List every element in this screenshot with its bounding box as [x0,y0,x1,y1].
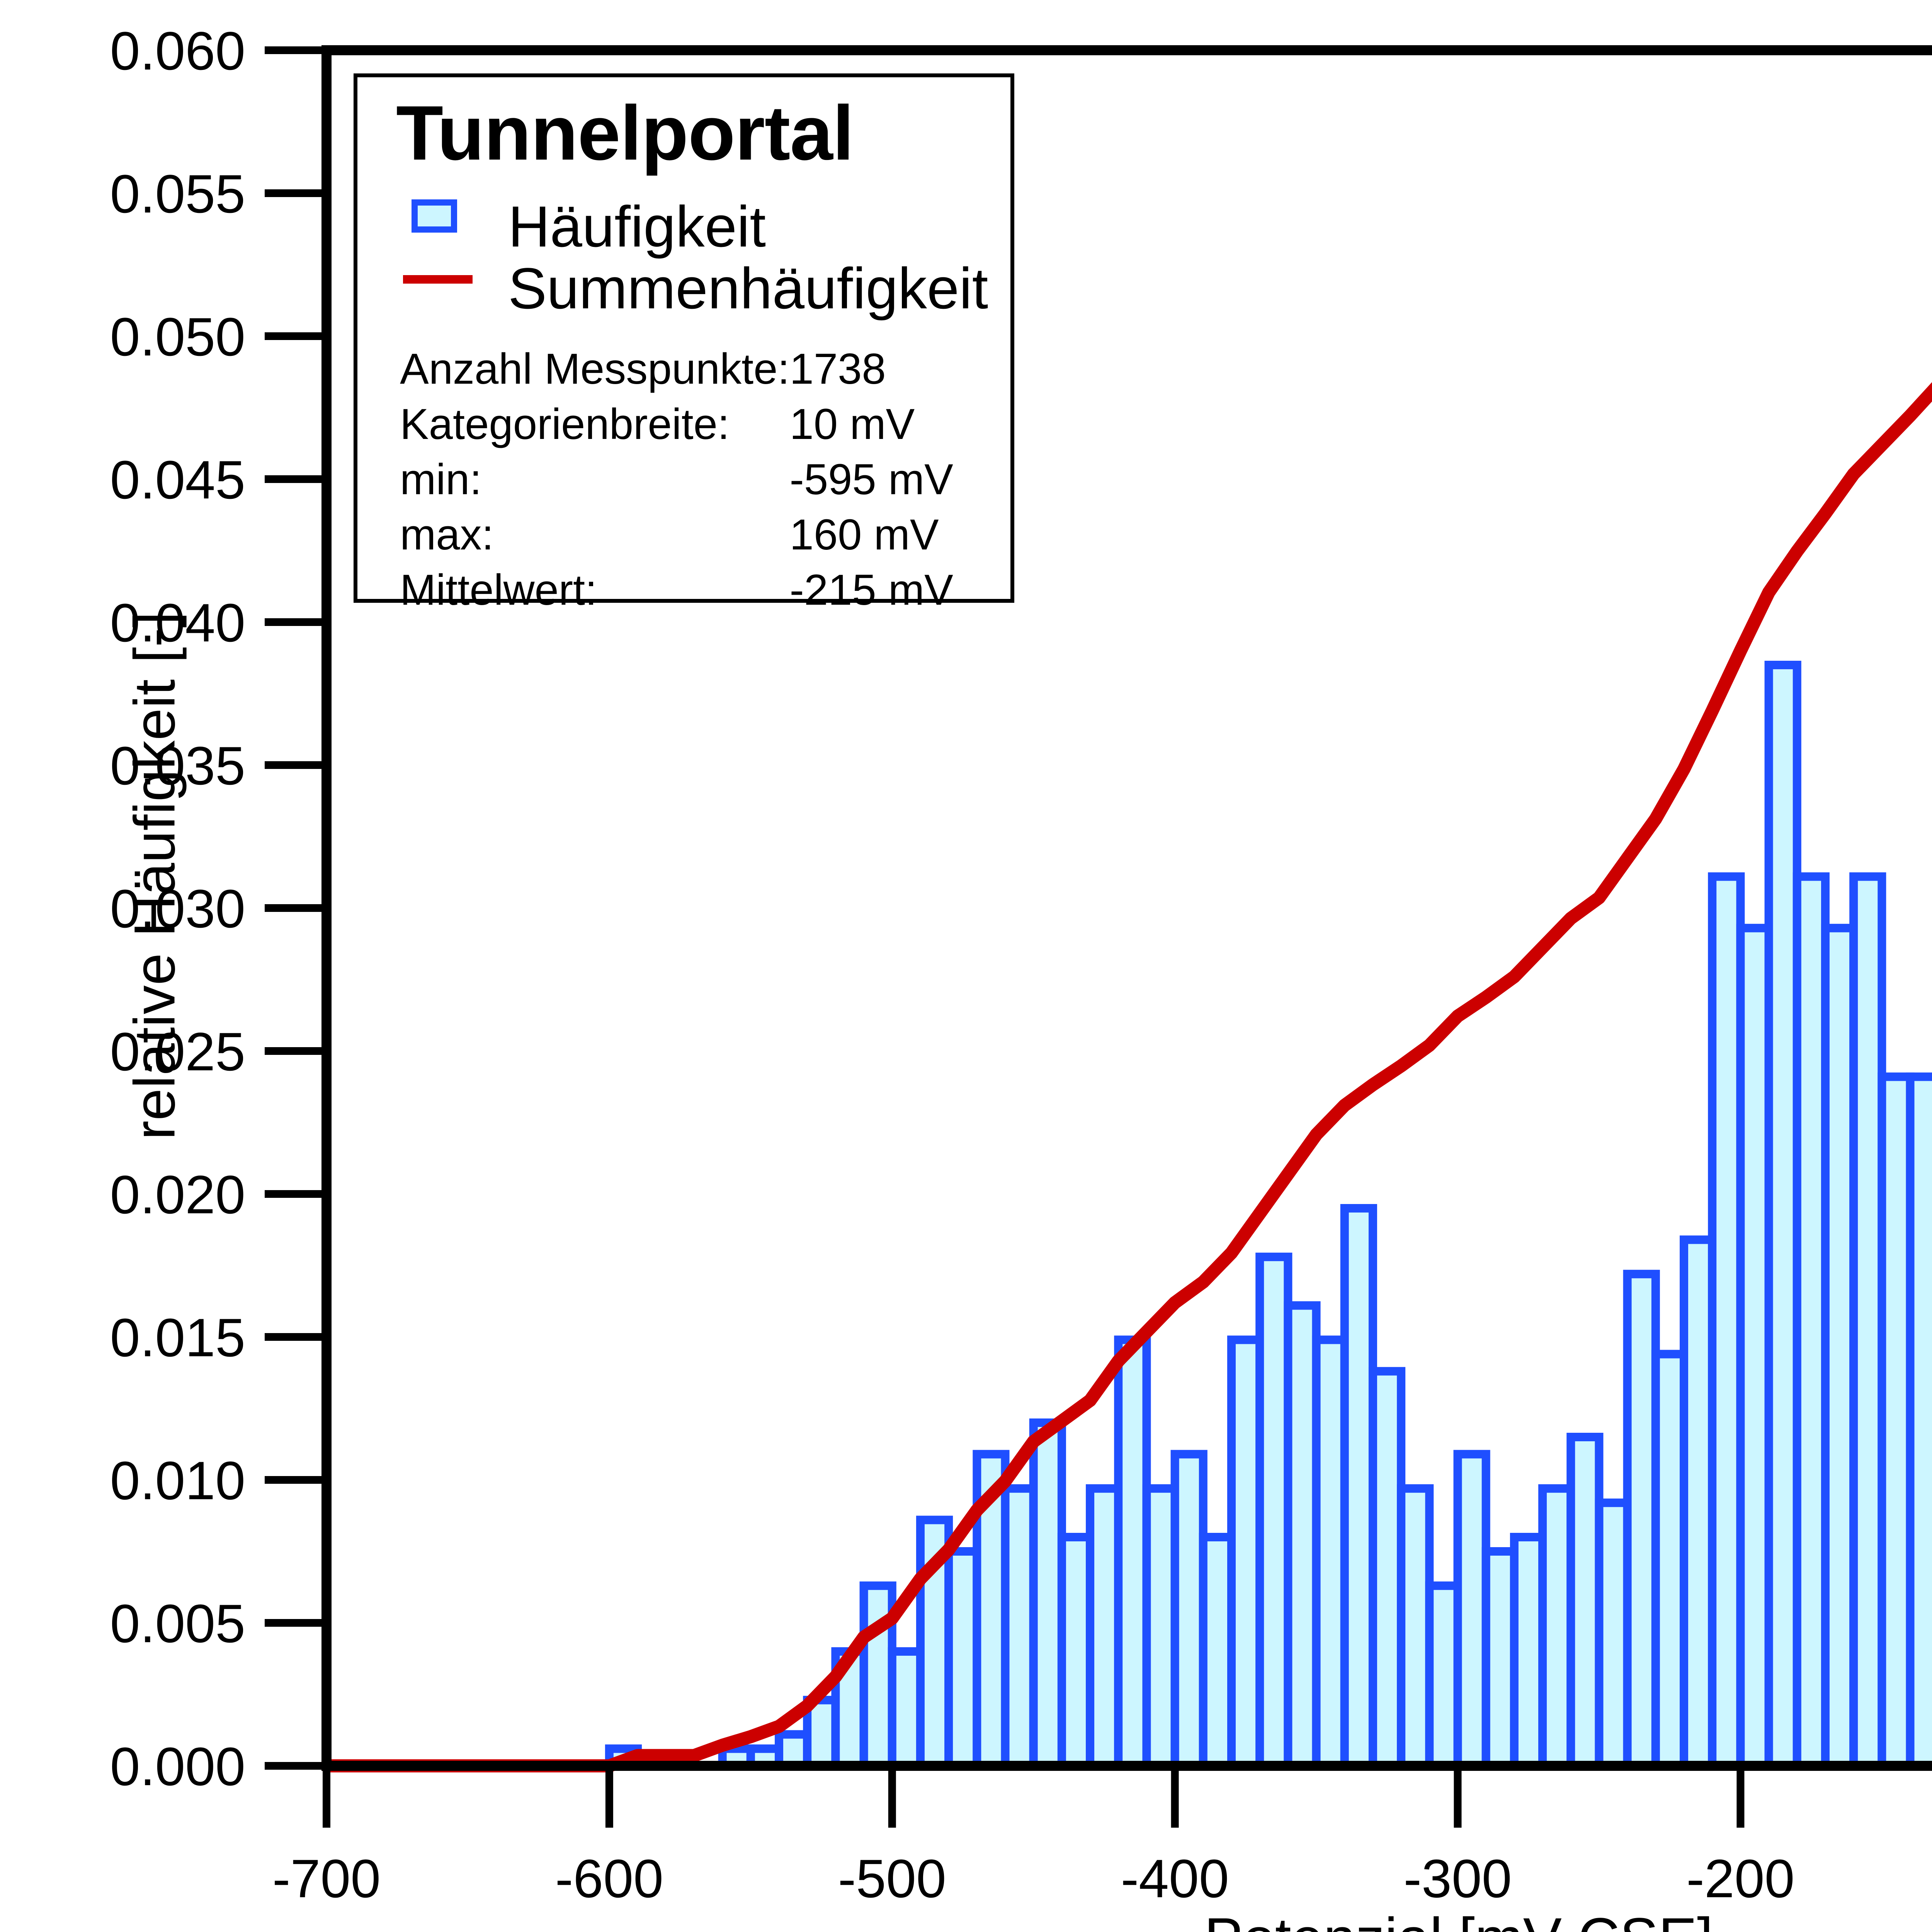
tick-label: 0.020 [110,1164,245,1225]
stat-value: 10 mV [789,400,915,448]
x-axis-label: Potenzial [mV CSE] [327,1905,1932,1932]
stat-key: max: [400,510,494,559]
stat-row: max: 160 mV [400,510,953,565]
y-axis-left-label: relative Häufigkeit [-] [122,611,187,1140]
legend-title: Tunnelportal [396,90,854,176]
tick-label: -400 [1121,1848,1229,1909]
stat-row: min: -595 mV [400,454,953,510]
axis-line [321,45,332,1771]
stat-value: -595 mV [789,455,953,503]
legend-entry-label: Summenhäufigkeit [508,256,988,321]
legend-entry-label: Häufigkeit [508,194,766,259]
bars-group [605,661,1932,1770]
tick-label: 0.030 [110,878,245,939]
stat-key: Anzahl Messpunkte: [400,345,790,393]
tick-label: -600 [555,1848,663,1909]
tick-label: 0.040 [110,592,245,653]
tick-label: -700 [272,1848,381,1909]
tick-label: -500 [838,1848,946,1909]
stat-row: Anzahl Messpunkte: 1738 [400,344,953,399]
stat-row: Kategorienbreite: 10 mV [400,399,953,454]
axis-ticks: -700-600-500-400-300-200-10001000.0000.0… [110,20,1795,1909]
axis-line [321,45,1932,55]
legend-stats: Anzahl Messpunkte: 1738 Kategorienbreite… [400,344,953,620]
tick-label: 0.015 [110,1307,245,1368]
tick-label: -200 [1686,1848,1794,1909]
stat-value: 160 mV [789,510,939,559]
stat-value: -215 mV [789,566,953,614]
axis-line [321,1761,1932,1771]
tick-label: 0.000 [110,1736,245,1797]
tick-label: 0.060 [110,20,245,81]
tick-label: 0.005 [110,1593,245,1654]
tick-label: 0.025 [110,1021,245,1082]
legend-box: Tunnelportal Häufigkeit Summenhäufigkeit… [354,73,1014,614]
tick-label: 0.050 [110,306,245,367]
tick-label: 0.045 [110,449,245,510]
tick-label: 0.055 [110,163,245,224]
stat-key: min: [400,455,482,503]
histogram-bar [888,1647,925,1770]
stat-value: 1738 [789,345,886,393]
tick-label: 0.035 [110,735,245,796]
tick-label: -300 [1403,1848,1512,1909]
stat-key: Kategorienbreite: [400,400,730,448]
line-swatch-icon [403,275,473,284]
tick-label: 0.010 [110,1450,245,1511]
histogram-bar [1312,1335,1349,1770]
stat-key: Mittelwert: [400,566,597,614]
stat-row: Mittelwert: -215 mV [400,565,953,620]
cumulative-frequency-line [320,382,1932,1772]
bar-swatch-icon [412,199,457,233]
histogram-bar [1538,1484,1575,1770]
histogram-bar [1906,1072,1932,1770]
axes-frame [321,45,1932,1771]
